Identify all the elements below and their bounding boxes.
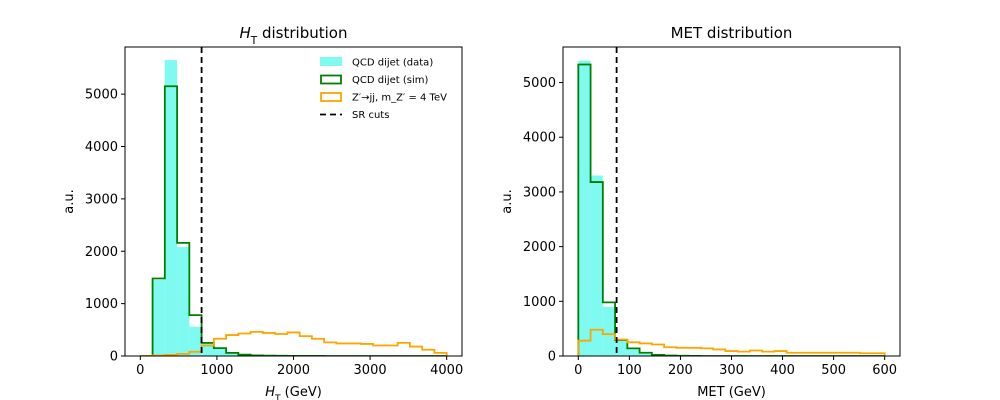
y-tick-label: 4000 bbox=[523, 131, 556, 146]
data-bar bbox=[627, 349, 640, 356]
y-tick-label: 3000 bbox=[85, 192, 118, 207]
y-axis-label: a.u. bbox=[62, 189, 77, 213]
plot-area bbox=[577, 47, 886, 356]
y-tick-label: 1000 bbox=[523, 295, 556, 310]
data-bar bbox=[164, 60, 178, 356]
data-bar bbox=[152, 280, 165, 356]
data-bar bbox=[213, 347, 227, 356]
chart-title: HT distribution bbox=[240, 24, 348, 47]
x-tick-label: 4000 bbox=[430, 363, 463, 378]
legend: QCD dijet (data) QCD dijet (sim) Z′→jj, m_… bbox=[320, 57, 447, 121]
x-tick-label: 2000 bbox=[277, 363, 310, 378]
legend-label: QCD dijet (data) bbox=[352, 58, 433, 69]
signal-step-line bbox=[577, 328, 886, 356]
x-axis-label: MET (GeV) bbox=[697, 385, 766, 400]
x-tick-label: 300 bbox=[719, 363, 744, 378]
x-tick-label: 100 bbox=[617, 363, 642, 378]
data-bar bbox=[189, 326, 202, 356]
y-tick-label: 2000 bbox=[85, 245, 118, 260]
data-bar bbox=[578, 60, 591, 356]
y-tick-label: 3000 bbox=[523, 185, 556, 200]
x-tick-label: 500 bbox=[821, 363, 846, 378]
y-tick-label: 5000 bbox=[85, 88, 118, 103]
legend-swatch-data bbox=[320, 57, 342, 66]
legend-swatch-sim bbox=[320, 74, 342, 85]
legend-swatch-signal bbox=[320, 92, 342, 102]
y-tick-label: 0 bbox=[548, 350, 556, 365]
y-tick-label: 4000 bbox=[85, 140, 118, 155]
y-tick-label: 2000 bbox=[523, 240, 556, 255]
x-tick-label: 0 bbox=[574, 363, 582, 378]
y-tick-label: 5000 bbox=[523, 76, 556, 91]
data-bar bbox=[226, 352, 239, 356]
legend-label: Z′→jj, m_Z′ = 4 TeV bbox=[352, 93, 447, 104]
data-bar bbox=[639, 353, 652, 356]
data-bar bbox=[602, 306, 616, 356]
panel-1: 0 1000 2000 3000 4000 0 1000 2000 3000 4000 5000 HT… bbox=[62, 24, 463, 400]
data-bar bbox=[590, 175, 603, 356]
y-tick-label: 1000 bbox=[85, 297, 118, 312]
panel-2: 0 100 200 300 400 500 600 0 1000 2000 3000 4000 5000… bbox=[500, 24, 901, 400]
data-bar bbox=[177, 247, 190, 356]
y-axis-label: a.u. bbox=[500, 189, 515, 213]
data-bar bbox=[615, 338, 628, 356]
x-tick-label: 3000 bbox=[354, 363, 387, 378]
legend-label: QCD dijet (sim) bbox=[352, 75, 429, 86]
signal-step-line bbox=[140, 331, 448, 356]
data-bar bbox=[201, 342, 214, 356]
x-tick-label: 0 bbox=[136, 363, 144, 378]
x-axis-label: HT (GeV) bbox=[265, 385, 322, 400]
x-tick-label: 200 bbox=[668, 363, 693, 378]
y-tick-label: 0 bbox=[110, 350, 118, 365]
x-tick-label: 400 bbox=[770, 363, 795, 378]
legend-label: SR cuts bbox=[352, 110, 389, 121]
chart-title: MET distribution bbox=[671, 24, 793, 42]
x-tick-label: 1000 bbox=[200, 363, 233, 378]
x-tick-label: 600 bbox=[872, 363, 897, 378]
plot-area bbox=[140, 47, 448, 356]
sim-step-line bbox=[577, 63, 885, 356]
